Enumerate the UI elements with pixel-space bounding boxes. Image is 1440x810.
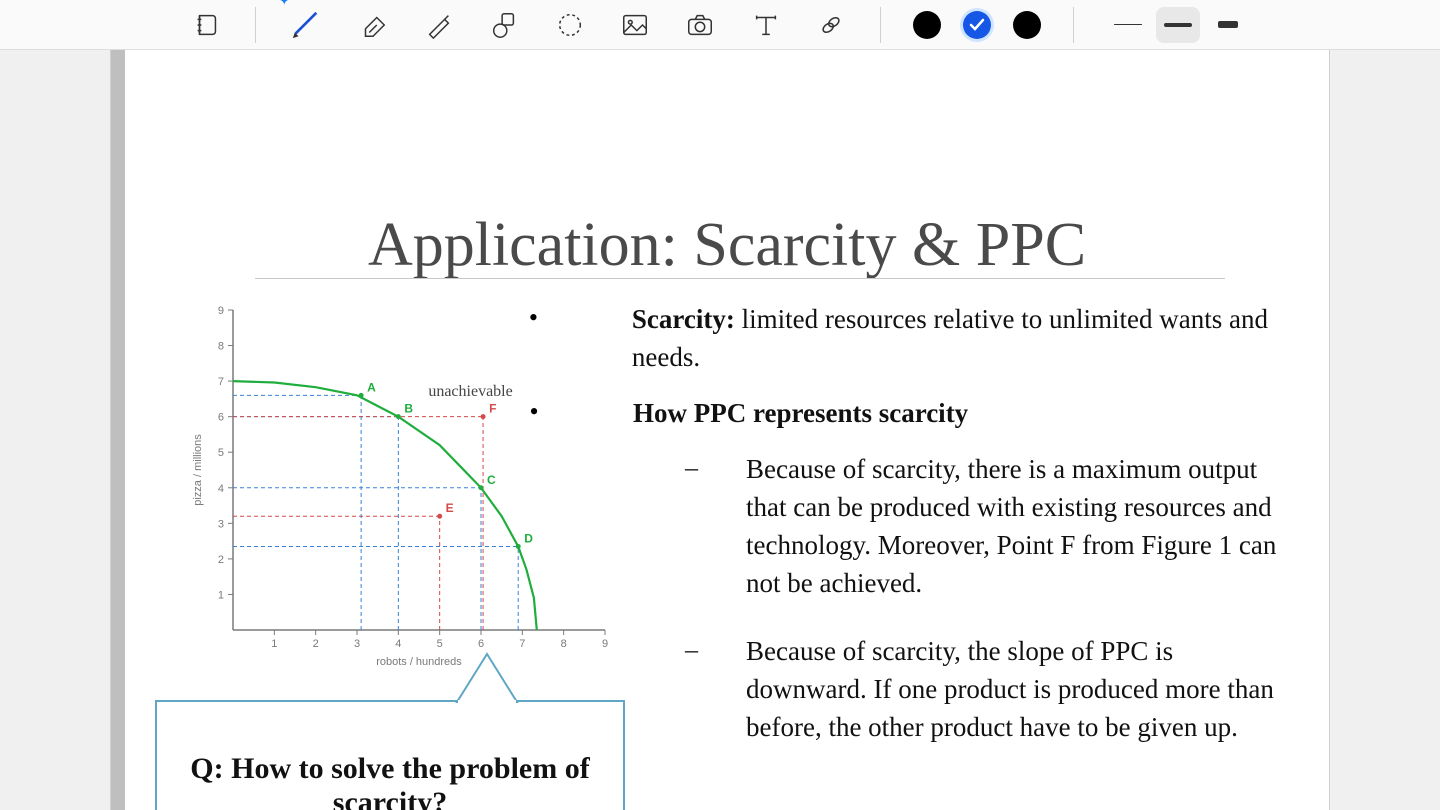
pen-tool-icon[interactable] [288, 7, 324, 43]
page-binding [111, 50, 125, 810]
page-title: Application: Scarcity & PPC [125, 210, 1329, 281]
svg-text:B: B [404, 402, 413, 416]
stroke-swatch-2[interactable] [1206, 7, 1250, 43]
sub-2: – Because of scarcity, the slope of PPC … [685, 632, 1299, 746]
bullet-marker: • [525, 300, 542, 376]
title-underline [255, 278, 1225, 279]
highlighter-tool-icon[interactable] [422, 7, 455, 43]
sub-1: – Because of scarcity, there is a maximu… [685, 450, 1299, 602]
toolbar-divider [255, 7, 256, 43]
bullet-1: • Scarcity: limited resources relative t… [525, 300, 1299, 376]
text-tool-icon[interactable] [749, 7, 782, 43]
toolbar-divider-3 [1073, 7, 1074, 43]
camera-tool-icon[interactable] [684, 7, 717, 43]
bullet-1-bold: Scarcity: [632, 304, 735, 334]
shape-tool-icon[interactable] [487, 7, 520, 43]
page: Application: Scarcity & PPC 1 2 3 4 5 6 7 8 9 1 2 3… [110, 50, 1330, 810]
bullet-marker: • [525, 394, 543, 432]
sub-2-text: Because of scarcity, the slope of PPC is… [746, 632, 1299, 746]
svg-text:C: C [487, 473, 496, 487]
svg-text:5: 5 [437, 638, 443, 650]
toolbar: ✦ [0, 0, 1440, 50]
stroke-swatch-1[interactable] [1156, 7, 1200, 43]
svg-text:8: 8 [218, 341, 224, 353]
svg-text:E: E [446, 501, 454, 515]
dash-marker: – [685, 632, 698, 746]
svg-text:6: 6 [478, 638, 484, 650]
color-swatch-2[interactable] [1013, 11, 1041, 39]
svg-text:F: F [489, 402, 496, 416]
toolbar-divider-2 [880, 7, 881, 43]
sub-1-text: Because of scarcity, there is a maximum … [746, 450, 1299, 602]
svg-text:3: 3 [354, 638, 360, 650]
svg-text:2: 2 [218, 554, 224, 566]
svg-text:4: 4 [218, 483, 224, 495]
svg-text:robots / hundreds: robots / hundreds [376, 656, 462, 668]
image-tool-icon[interactable] [618, 7, 651, 43]
svg-text:7: 7 [218, 376, 224, 388]
bullet-2-bold: How PPC represents scarcity [633, 398, 968, 428]
page-content: Application: Scarcity & PPC 1 2 3 4 5 6 7 8 9 1 2 3… [125, 50, 1329, 810]
svg-text:A: A [367, 380, 376, 394]
svg-text:5: 5 [218, 447, 224, 459]
svg-text:1: 1 [271, 638, 277, 650]
callout-text: Q: How to solve the problem of scarcity? [157, 702, 623, 810]
svg-text:6: 6 [218, 412, 224, 424]
svg-text:2: 2 [313, 638, 319, 650]
svg-text:pizza / millions: pizza / millions [192, 434, 204, 506]
stroke-swatch-0[interactable] [1106, 7, 1150, 43]
lasso-tool-icon[interactable] [553, 7, 586, 43]
svg-text:4: 4 [395, 638, 401, 650]
dash-marker: – [685, 450, 698, 602]
notebook-icon[interactable] [190, 7, 223, 43]
bullet-2: • How PPC represents scarcity [525, 394, 1299, 432]
bluetooth-icon: ✦ [278, 0, 290, 10]
eraser-tool-icon[interactable] [356, 7, 389, 43]
color-swatch-0[interactable] [913, 11, 941, 39]
svg-text:3: 3 [218, 518, 224, 530]
bullet-1-text: Scarcity: limited resources relative to … [632, 300, 1299, 376]
callout-pointer-icon [457, 654, 517, 704]
svg-text:1: 1 [218, 589, 224, 601]
question-callout: Q: How to solve the problem of scarcity? [155, 700, 625, 810]
text-column: • Scarcity: limited resources relative t… [525, 300, 1299, 776]
link-tool-icon[interactable] [815, 7, 848, 43]
bullet-2-text: How PPC represents scarcity [633, 394, 968, 432]
color-swatch-1[interactable] [963, 11, 991, 39]
svg-text:unachievable: unachievable [428, 383, 512, 400]
svg-text:9: 9 [218, 305, 224, 317]
